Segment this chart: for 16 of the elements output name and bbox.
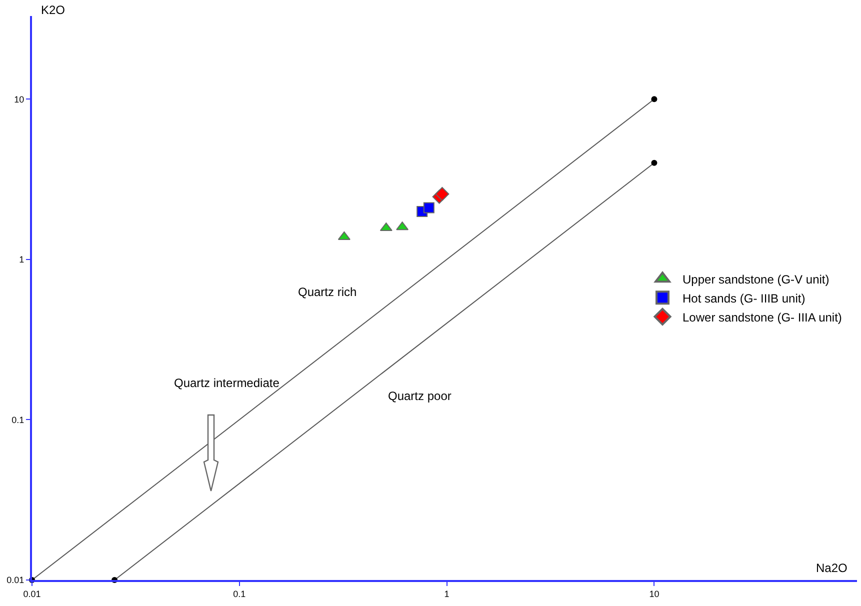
- x-axis-title: Na2O: [816, 561, 848, 575]
- legend-label: Hot sands (G- IIIB unit): [682, 291, 806, 306]
- legend-label: Upper sandstone (G-V unit): [682, 272, 830, 286]
- y-tick-label: 1: [19, 254, 24, 265]
- x-tick-label: 0.1: [233, 588, 246, 599]
- annotation: Quartz rich: [298, 285, 357, 299]
- y-axis-title: K2O: [41, 3, 66, 17]
- x-tick-label: 0.01: [23, 588, 41, 599]
- y-tick-label: 0.01: [6, 575, 24, 586]
- x-tick-label: 1: [444, 588, 450, 599]
- y-tick-label: 0.1: [12, 414, 24, 425]
- x-tick-label: 10: [649, 588, 660, 599]
- annotation: Quartz intermediate: [174, 376, 280, 390]
- y-tick-label: 10: [14, 94, 24, 104]
- legend-label: Lower sandstone (G- IIIA unit): [682, 310, 842, 324]
- annotation: Quartz poor: [388, 389, 452, 403]
